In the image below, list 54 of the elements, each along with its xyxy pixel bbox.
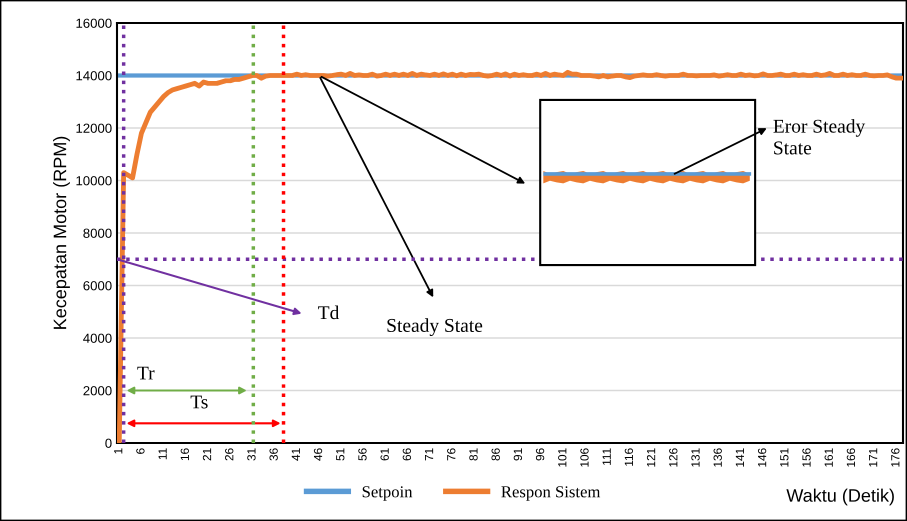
x-tick-label: 101: [558, 448, 566, 467]
annotation: Eror Steady State: [773, 119, 866, 154]
y-tick-label: 12000: [76, 124, 112, 133]
x-tick-label: 111: [602, 448, 611, 465]
x-tick-label: 126: [669, 448, 678, 467]
x-tick-label: 56: [358, 448, 367, 461]
x-tick-label: 71: [425, 448, 434, 460]
y-tick-label: 4000: [83, 334, 112, 343]
x-tick-label: 36: [269, 448, 278, 461]
x-tick-label: 21: [202, 448, 212, 460]
x-tick-label: 121: [646, 448, 656, 467]
x-tick-label: 136: [714, 448, 722, 467]
y-axis-title: Kecepatan Motor (RPM): [53, 136, 70, 329]
x-tick-label: 96: [536, 448, 544, 460]
x-tick-label: 141: [736, 448, 744, 467]
legend-label: Setpoin: [362, 486, 412, 501]
y-tick-label: 16000: [76, 18, 112, 28]
annotation: Steady State: [387, 318, 482, 336]
x-tick-label: 6: [136, 448, 145, 454]
y-tick-label: 14000: [76, 71, 112, 80]
x-tick-label: 11: [158, 448, 167, 460]
x-tick-label: 116: [624, 448, 634, 466]
x-tick-label: 51: [336, 448, 344, 461]
annotation: Tr: [137, 366, 154, 380]
x-axis-title: Waktu (Detik): [786, 488, 894, 506]
y-tick-label: 2000: [83, 386, 112, 396]
y-tick-label: 8000: [83, 228, 112, 238]
x-tick-label: 171: [869, 448, 878, 467]
x-tick-label: 61: [380, 448, 389, 460]
x-tick-label: 106: [580, 448, 589, 467]
y-tick-label: 10000: [76, 176, 112, 186]
x-tick-label: 146: [758, 448, 766, 467]
x-tick-label: 26: [225, 448, 234, 460]
x-tick-label: 161: [824, 448, 833, 467]
x-tick-label: 156: [802, 448, 811, 467]
x-tick-label: 81: [469, 448, 478, 460]
y-tick-label: 6000: [83, 281, 112, 290]
x-tick-label: 131: [691, 448, 700, 467]
y-tick-label: 0: [105, 438, 112, 448]
x-tick-label: 86: [491, 448, 500, 460]
x-tick-label: 91: [514, 448, 522, 460]
legend-label: Respon Sistem: [501, 486, 600, 501]
x-tick-label: 41: [292, 448, 300, 461]
annotation: Ts: [190, 396, 208, 408]
x-tick-label: 151: [780, 448, 788, 467]
x-tick-label: 76: [447, 448, 456, 460]
x-tick-label: 16: [180, 448, 189, 460]
x-tick-label: 166: [846, 448, 856, 467]
x-tick-label: 66: [402, 448, 412, 460]
x-tick-label: 176: [891, 448, 900, 467]
x-tick-label: 46: [314, 448, 322, 461]
x-tick-label: 1: [114, 448, 122, 454]
annotation: Td: [318, 306, 340, 320]
x-tick-label: 31: [247, 448, 256, 461]
